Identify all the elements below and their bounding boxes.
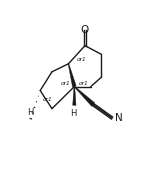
Text: or1: or1: [61, 81, 70, 86]
Polygon shape: [74, 86, 95, 106]
Polygon shape: [68, 64, 76, 87]
Polygon shape: [73, 86, 76, 105]
Text: H: H: [27, 108, 33, 117]
Text: or1: or1: [43, 97, 53, 102]
Text: H: H: [71, 109, 77, 118]
Text: or1: or1: [78, 81, 88, 86]
Text: or1: or1: [77, 57, 87, 62]
Text: O: O: [81, 25, 89, 35]
Text: N: N: [115, 113, 123, 123]
